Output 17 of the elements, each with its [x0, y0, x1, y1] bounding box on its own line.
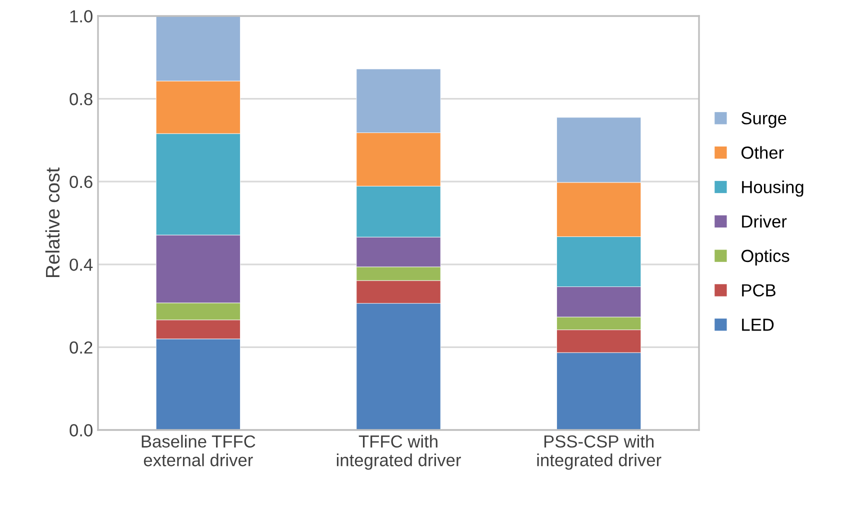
x-tick-label: Baseline TFFC external driver — [142, 434, 256, 466]
x-tick-label: PSS-CSP with integrated driver — [537, 434, 662, 470]
y-tick-label: 0.4 — [70, 258, 93, 271]
y-tick-label: 1.0 — [70, 10, 92, 22]
legend-label: PCB — [742, 284, 776, 296]
legend-label: Surge — [741, 112, 786, 128]
y-axis-title: Relative cost — [45, 167, 60, 278]
y-tick-label: 0.0 — [70, 424, 92, 436]
legend-label: LED — [742, 318, 774, 331]
x-tick-label: TFFC with integrated driver — [336, 434, 461, 470]
legend-label: Driver — [742, 214, 787, 228]
legend-label: Other — [741, 146, 784, 159]
y-tick-label: 0.2 — [70, 341, 92, 354]
y-tick-label: 0.6 — [70, 176, 92, 188]
legend-label: Housing — [742, 180, 804, 197]
y-tick-label: 0.8 — [70, 92, 92, 106]
legend-label: Optics — [741, 249, 790, 266]
